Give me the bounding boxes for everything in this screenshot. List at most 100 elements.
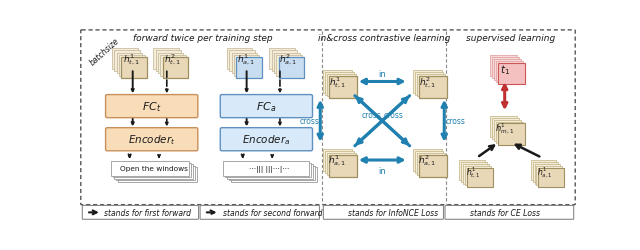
Text: in: in: [378, 167, 386, 175]
Text: cross: cross: [362, 111, 381, 120]
FancyBboxPatch shape: [112, 49, 138, 70]
FancyBboxPatch shape: [492, 58, 520, 79]
FancyBboxPatch shape: [532, 163, 558, 182]
FancyBboxPatch shape: [106, 95, 198, 118]
FancyBboxPatch shape: [276, 56, 302, 76]
Text: $h_{t,1}^1$: $h_{t,1}^1$: [329, 75, 346, 90]
FancyBboxPatch shape: [279, 58, 305, 79]
Text: stands for InfoNCE Loss: stands for InfoNCE Loss: [348, 208, 438, 217]
FancyBboxPatch shape: [156, 51, 181, 72]
FancyBboxPatch shape: [490, 116, 518, 138]
Text: supervised learning: supervised learning: [465, 34, 555, 43]
FancyBboxPatch shape: [229, 166, 315, 181]
FancyBboxPatch shape: [531, 161, 556, 180]
FancyBboxPatch shape: [274, 54, 300, 74]
FancyBboxPatch shape: [413, 149, 442, 172]
FancyBboxPatch shape: [115, 51, 140, 72]
FancyBboxPatch shape: [329, 155, 358, 177]
FancyBboxPatch shape: [160, 56, 186, 76]
FancyBboxPatch shape: [415, 151, 444, 174]
FancyBboxPatch shape: [445, 206, 573, 220]
FancyBboxPatch shape: [329, 77, 358, 99]
FancyBboxPatch shape: [153, 49, 179, 70]
FancyBboxPatch shape: [234, 56, 259, 76]
Text: $h_{a,1}^1$: $h_{a,1}^1$: [537, 164, 553, 179]
Text: $FC_t$: $FC_t$: [141, 100, 161, 114]
Text: ···||| |||···|···: ···||| |||···|···: [249, 165, 289, 172]
FancyBboxPatch shape: [163, 58, 188, 79]
Text: forward twice per training step: forward twice per training step: [132, 34, 272, 43]
Text: $h_{a,1}^2$: $h_{a,1}^2$: [279, 52, 298, 67]
FancyBboxPatch shape: [227, 49, 252, 70]
FancyBboxPatch shape: [220, 95, 312, 118]
FancyBboxPatch shape: [465, 166, 491, 186]
FancyBboxPatch shape: [232, 54, 257, 74]
FancyBboxPatch shape: [496, 122, 524, 144]
FancyBboxPatch shape: [323, 206, 444, 220]
FancyBboxPatch shape: [117, 54, 142, 74]
Text: $h_{t,1}^2$: $h_{t,1}^2$: [164, 52, 180, 67]
FancyBboxPatch shape: [494, 60, 522, 81]
Text: $FC_a$: $FC_a$: [256, 100, 276, 114]
FancyBboxPatch shape: [272, 51, 298, 72]
FancyBboxPatch shape: [83, 206, 198, 220]
FancyBboxPatch shape: [122, 58, 147, 79]
Text: in&cross contrastive learning: in&cross contrastive learning: [317, 34, 450, 43]
FancyBboxPatch shape: [231, 168, 317, 182]
FancyBboxPatch shape: [327, 75, 355, 97]
FancyBboxPatch shape: [494, 120, 522, 142]
FancyBboxPatch shape: [325, 151, 353, 174]
FancyBboxPatch shape: [229, 51, 255, 72]
FancyBboxPatch shape: [496, 62, 524, 83]
FancyBboxPatch shape: [538, 168, 564, 188]
FancyBboxPatch shape: [227, 164, 313, 179]
Text: Open the windows: Open the windows: [120, 166, 188, 172]
FancyBboxPatch shape: [460, 161, 485, 180]
FancyBboxPatch shape: [81, 31, 575, 205]
Text: $h_{m,1}^1$: $h_{m,1}^1$: [495, 121, 515, 136]
Text: cross: cross: [383, 111, 403, 120]
FancyBboxPatch shape: [113, 163, 191, 178]
FancyBboxPatch shape: [461, 163, 487, 182]
FancyBboxPatch shape: [498, 63, 525, 85]
FancyBboxPatch shape: [225, 163, 311, 178]
FancyBboxPatch shape: [223, 162, 309, 176]
FancyBboxPatch shape: [220, 128, 312, 151]
Text: $h_{a,1}^1$: $h_{a,1}^1$: [328, 153, 346, 168]
Text: cross: cross: [445, 117, 465, 126]
Text: cross: cross: [300, 117, 319, 126]
FancyBboxPatch shape: [534, 164, 560, 184]
FancyBboxPatch shape: [463, 164, 489, 184]
Text: $t_1$: $t_1$: [500, 63, 509, 77]
FancyBboxPatch shape: [419, 77, 447, 99]
FancyBboxPatch shape: [158, 54, 184, 74]
Text: $h_{a,1}^1$: $h_{a,1}^1$: [237, 52, 255, 67]
Text: stands for first forward: stands for first forward: [104, 208, 191, 217]
FancyBboxPatch shape: [327, 153, 355, 175]
FancyBboxPatch shape: [119, 56, 145, 76]
Text: $Encoder_a$: $Encoder_a$: [242, 133, 290, 146]
FancyBboxPatch shape: [417, 153, 445, 175]
Text: $Encoder_t$: $Encoder_t$: [127, 133, 175, 146]
FancyBboxPatch shape: [467, 168, 493, 188]
FancyBboxPatch shape: [111, 162, 189, 176]
FancyBboxPatch shape: [498, 124, 525, 146]
Text: batchsize: batchsize: [88, 36, 121, 67]
FancyBboxPatch shape: [419, 155, 447, 177]
Text: $h_{t,1}^1$: $h_{t,1}^1$: [123, 52, 140, 67]
FancyBboxPatch shape: [200, 206, 319, 220]
FancyBboxPatch shape: [118, 168, 196, 182]
FancyBboxPatch shape: [415, 73, 444, 95]
FancyBboxPatch shape: [115, 164, 193, 179]
Text: $h_{t,1}^2$: $h_{t,1}^2$: [419, 75, 436, 90]
FancyBboxPatch shape: [323, 149, 351, 172]
FancyBboxPatch shape: [323, 71, 351, 93]
Text: stands for CE Loss: stands for CE Loss: [470, 208, 540, 217]
FancyBboxPatch shape: [492, 118, 520, 140]
FancyBboxPatch shape: [325, 73, 353, 95]
Text: $h_{a,1}^2$: $h_{a,1}^2$: [418, 153, 436, 168]
FancyBboxPatch shape: [116, 166, 195, 181]
FancyBboxPatch shape: [413, 71, 442, 93]
Text: in: in: [378, 70, 386, 79]
FancyBboxPatch shape: [106, 128, 198, 151]
